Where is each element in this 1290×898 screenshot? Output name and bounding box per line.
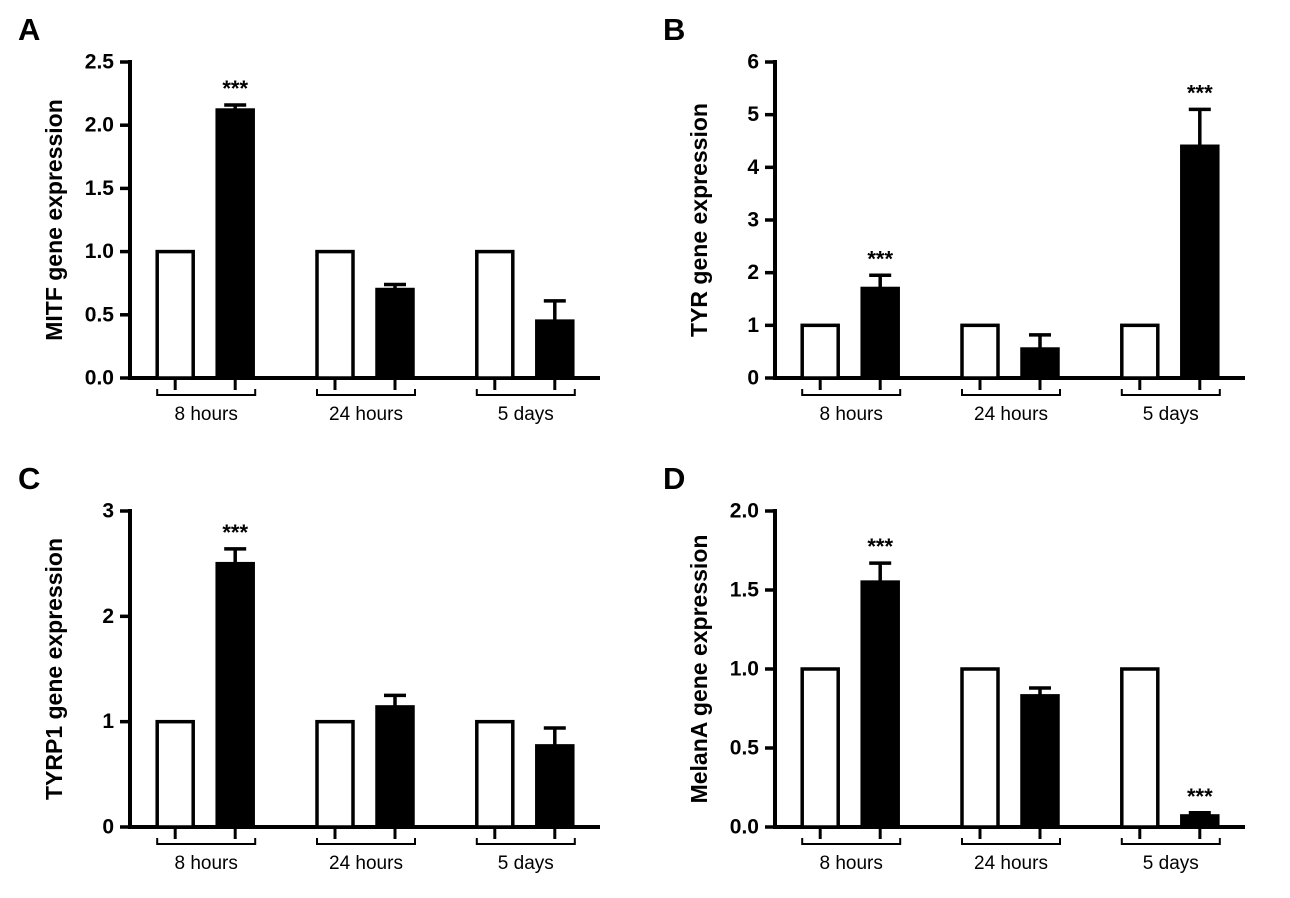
y-tick-label: 3 [102, 500, 114, 523]
y-tick-label: 0.5 [85, 303, 115, 326]
filled-bar [535, 744, 575, 829]
y-tick-label: 2.5 [85, 51, 115, 74]
group-bracket [475, 838, 576, 845]
filled-bar [215, 561, 255, 829]
y-tick-label: 1.0 [85, 240, 114, 263]
y-tick-label: 2.0 [730, 500, 759, 523]
panel-b: TYR gene expression 0 1 2 3 4 5 6 *** 8 hours 24 h… [645, 0, 1290, 449]
panel-d: MelanA gene expression 0.0 0.5 1.0 1.5 2.0 ***… [645, 449, 1290, 898]
open-bar [800, 667, 840, 829]
group-bracket [316, 389, 416, 396]
y-tick-label: 1.5 [730, 579, 760, 602]
y-tick-label: 0 [747, 367, 759, 390]
open-bar [1120, 323, 1160, 380]
open-bar [315, 719, 355, 829]
y-tick-label: 1 [747, 314, 759, 337]
filled-bar [860, 286, 900, 380]
y-tick-label: 2 [102, 605, 114, 628]
panel-a-letter: A [18, 12, 42, 47]
filled-bar [215, 108, 255, 380]
filled-bar [375, 287, 415, 380]
group-bracket [156, 838, 257, 845]
open-bar [315, 249, 355, 380]
group-label: 5 days [1143, 853, 1199, 874]
y-tick-label: 4 [747, 156, 759, 179]
y-tick-label: 5 [747, 103, 759, 126]
significance-stars: *** [867, 534, 893, 559]
open-bar [800, 323, 840, 380]
group-bracket [1120, 389, 1221, 396]
group-label: 8 hours [175, 404, 238, 425]
group-label: 8 hours [820, 404, 883, 425]
open-bar [155, 719, 195, 829]
group-label: 5 days [1143, 404, 1199, 425]
y-axis-title: TYRP1 gene expression [41, 538, 67, 800]
panel-a: MITF gene expression 0.0 0.5 1.0 1.5 2.0 2.5 **… [0, 0, 645, 449]
y-tick-label: 3 [747, 209, 759, 232]
panel-d-bar-chart: MelanA gene expression 0.0 0.5 1.0 1.5 2.0 ***… [686, 500, 1245, 874]
y-tick-label: 6 [747, 51, 759, 74]
significance-stars: *** [222, 520, 248, 545]
y-tick-label: 1.0 [730, 658, 759, 681]
filled-bar [375, 705, 415, 829]
group-bracket [801, 389, 902, 396]
y-tick-label: 1.5 [85, 177, 115, 200]
group-bracket [156, 389, 257, 396]
group-label: 8 hours [175, 853, 238, 874]
significance-stars: *** [1187, 784, 1213, 809]
open-bar [960, 667, 1000, 829]
y-tick-label: 0.5 [730, 737, 760, 760]
group-label: 24 hours [974, 404, 1048, 425]
y-tick-label: 1 [102, 710, 114, 733]
y-axis-title: MITF gene expression [41, 99, 67, 341]
panel-b-bar-chart: TYR gene expression 0 1 2 3 4 5 6 *** 8 hours 24 h… [686, 51, 1245, 425]
group-label: 5 days [498, 853, 554, 874]
filled-bar [1020, 347, 1060, 380]
group-label: 5 days [498, 404, 554, 425]
open-bar [475, 249, 515, 380]
y-tick-label: 2 [747, 261, 759, 284]
open-bar [475, 719, 515, 829]
y-tick-label: 0.0 [730, 816, 759, 839]
significance-stars: *** [867, 246, 893, 271]
y-axis-title: MelanA gene expression [686, 535, 712, 804]
significance-stars: *** [1187, 80, 1213, 105]
significance-stars: *** [222, 76, 248, 101]
y-tick-label: 0.0 [85, 367, 114, 390]
group-bracket [316, 838, 416, 845]
panel-c-bar-chart: TYRP1 gene expression 0 1 2 3 *** 8 hours 24 ho… [41, 500, 600, 874]
open-bar [1120, 667, 1160, 829]
group-label: 24 hours [974, 853, 1048, 874]
group-bracket [961, 389, 1061, 396]
open-bar [960, 323, 1000, 380]
group-bracket [961, 838, 1061, 845]
filled-bar [1020, 694, 1060, 829]
group-bracket [475, 389, 576, 396]
group-bracket [1120, 838, 1221, 845]
group-bracket [801, 838, 902, 845]
panel-c-letter: C [18, 461, 42, 496]
filled-bar [535, 319, 575, 380]
y-tick-label: 0 [102, 816, 114, 839]
group-label: 24 hours [329, 853, 403, 874]
open-bar [155, 249, 195, 380]
filled-bar [860, 580, 900, 829]
panel-d-letter: D [663, 461, 687, 496]
y-axis-title: TYR gene expression [686, 103, 712, 337]
filled-bar [1180, 814, 1220, 829]
filled-bar [1180, 144, 1220, 380]
panel-a-bar-chart: MITF gene expression 0.0 0.5 1.0 1.5 2.0 2.5 **… [41, 51, 600, 425]
group-label: 8 hours [820, 853, 883, 874]
y-tick-label: 2.0 [85, 114, 114, 137]
panel-b-letter: B [663, 12, 687, 47]
panel-c: TYRP1 gene expression 0 1 2 3 *** 8 hours 24 ho… [0, 449, 645, 898]
group-label: 24 hours [329, 404, 403, 425]
